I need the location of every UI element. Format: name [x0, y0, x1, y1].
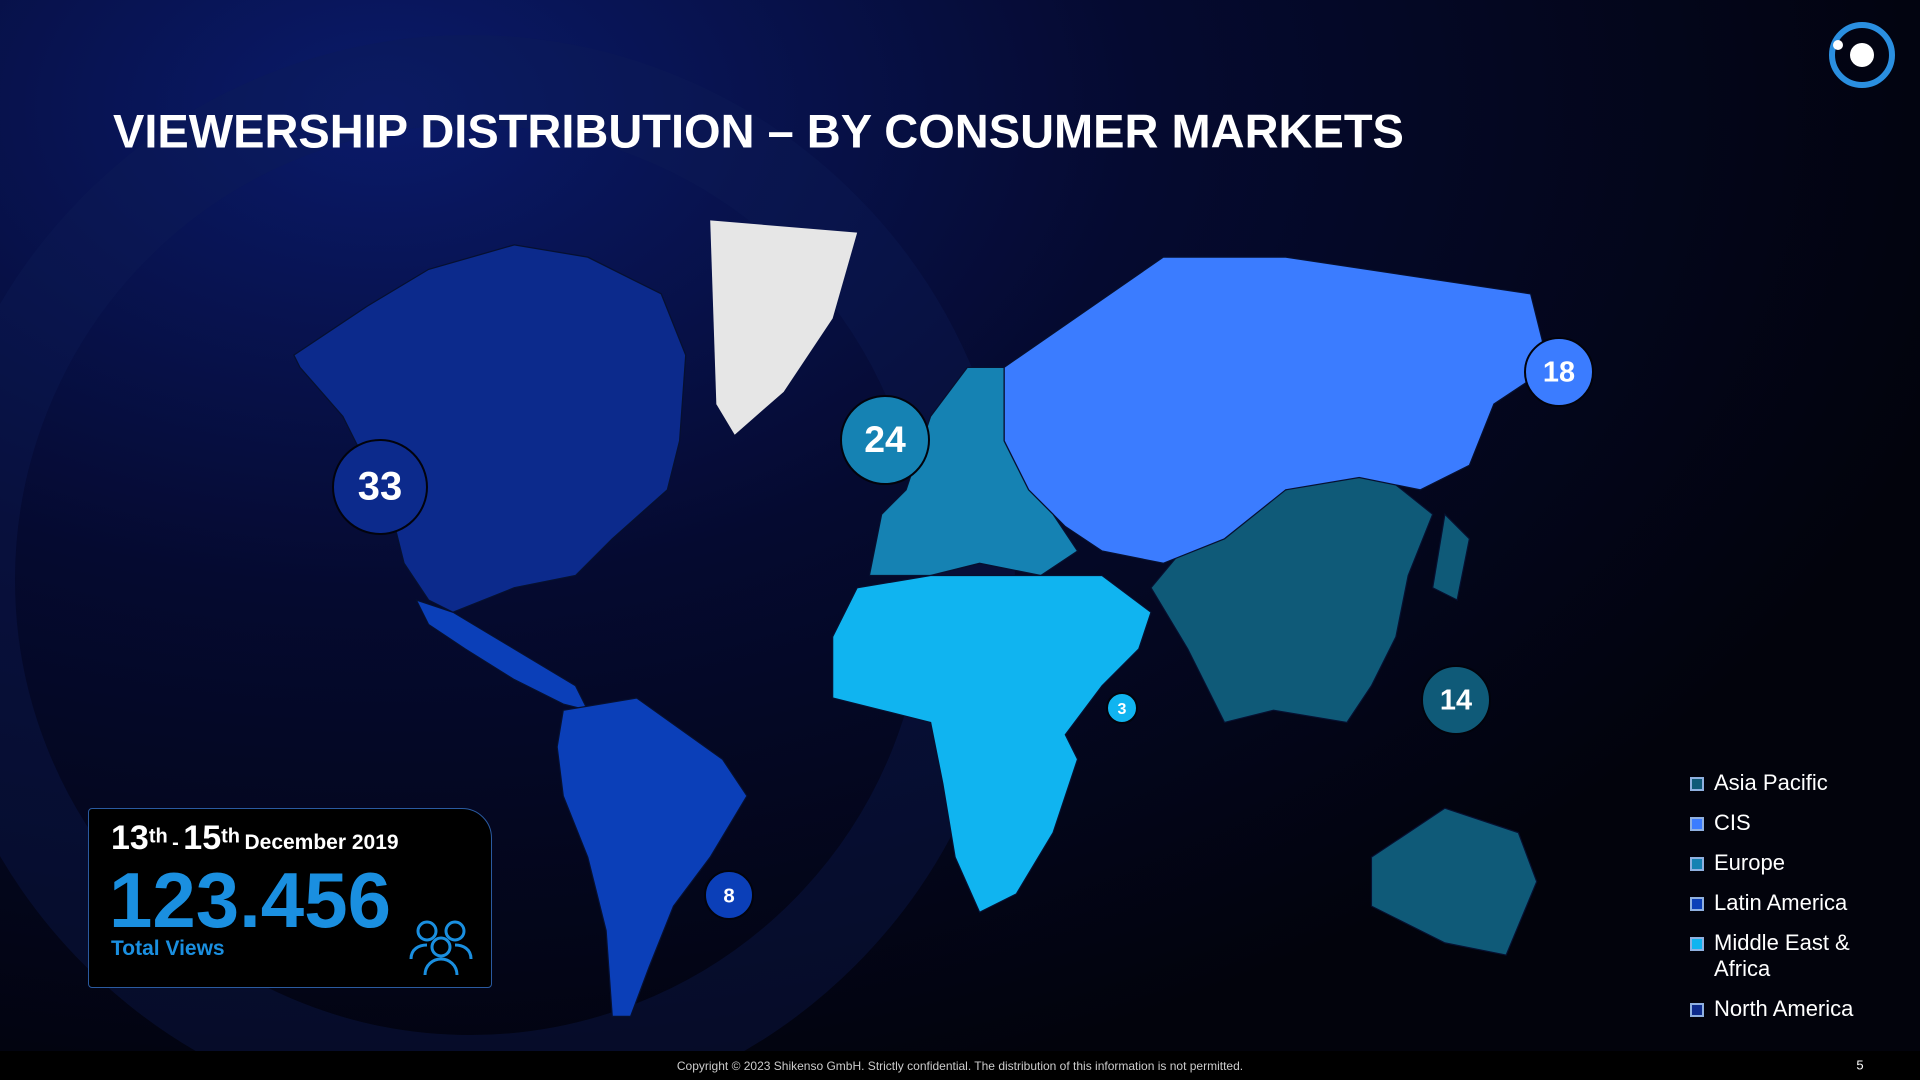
legend-label: Asia Pacific: [1714, 770, 1828, 795]
world-map: [293, 220, 1550, 1017]
separator: -: [172, 832, 179, 854]
region-shape: [1370, 807, 1538, 956]
value-label: 18: [1543, 357, 1575, 389]
page-number: 5: [1856, 1057, 1863, 1072]
start-day: 13: [111, 819, 149, 857]
region-shape: [832, 574, 1152, 914]
legend-item: Middle East & Africa: [1688, 930, 1888, 982]
legend-item: Latin America: [1688, 890, 1888, 916]
value-bubble: [1106, 692, 1138, 724]
value-label: 14: [1440, 685, 1472, 717]
legend-swatch: [1690, 937, 1704, 951]
legend-label: Latin America: [1714, 890, 1848, 915]
total-views-value: 123.456: [109, 856, 391, 944]
legend-item: CIS: [1688, 810, 1888, 836]
end-day: 15: [183, 819, 222, 857]
legend-swatch: [1690, 1003, 1704, 1017]
legend-label: Europe: [1714, 850, 1785, 875]
date-box: 13th - 15th December 2019 123.456 Total …: [88, 808, 492, 988]
region-shape: [415, 598, 589, 712]
region-shape: [1431, 513, 1471, 601]
legend-label: North America: [1714, 996, 1854, 1021]
legend-swatch: [1690, 897, 1704, 911]
greenland: [710, 220, 858, 435]
value-bubble: [840, 395, 930, 485]
region-shape: [868, 366, 1079, 577]
logo: [1829, 22, 1895, 88]
start-suffix: th: [148, 825, 168, 848]
value-bubble: [332, 439, 428, 535]
value-label: 24: [864, 418, 906, 460]
legend-item: Asia Pacific: [1688, 770, 1888, 796]
value-bubble: [1421, 665, 1491, 735]
value-bubble: [1524, 337, 1594, 407]
people-icon: [409, 920, 473, 976]
copyright: Copyright © 2023 Shikenso GmbH. Strictly…: [677, 1059, 1243, 1073]
date-range: 13th - 15th December 2019: [111, 819, 399, 858]
region-shape: [293, 244, 687, 613]
legend-swatch: [1690, 777, 1704, 791]
legend-swatch: [1690, 817, 1704, 831]
end-suffix: th: [221, 825, 241, 848]
month-year: December 2019: [244, 831, 399, 854]
legend-item: Europe: [1688, 850, 1888, 876]
region-shape: [556, 697, 748, 1017]
value-label: 3: [1118, 701, 1127, 718]
legend: Asia Pacific CIS Europe Latin America Middle…: [1688, 770, 1888, 1036]
legend-swatch: [1690, 857, 1704, 871]
value-bubble: [704, 870, 754, 920]
legend-label: Middle East & Africa: [1714, 930, 1850, 981]
total-views-label: Total Views: [111, 937, 225, 960]
value-label: 33: [358, 465, 402, 509]
slide-title: VIEWERSHIP DISTRIBUTION – BY CONSUMER MA…: [113, 104, 1404, 157]
legend-label: CIS: [1714, 810, 1751, 835]
value-label: 8: [723, 885, 734, 907]
legend-item: North America: [1688, 996, 1888, 1022]
footer-bar: [0, 1051, 1920, 1080]
